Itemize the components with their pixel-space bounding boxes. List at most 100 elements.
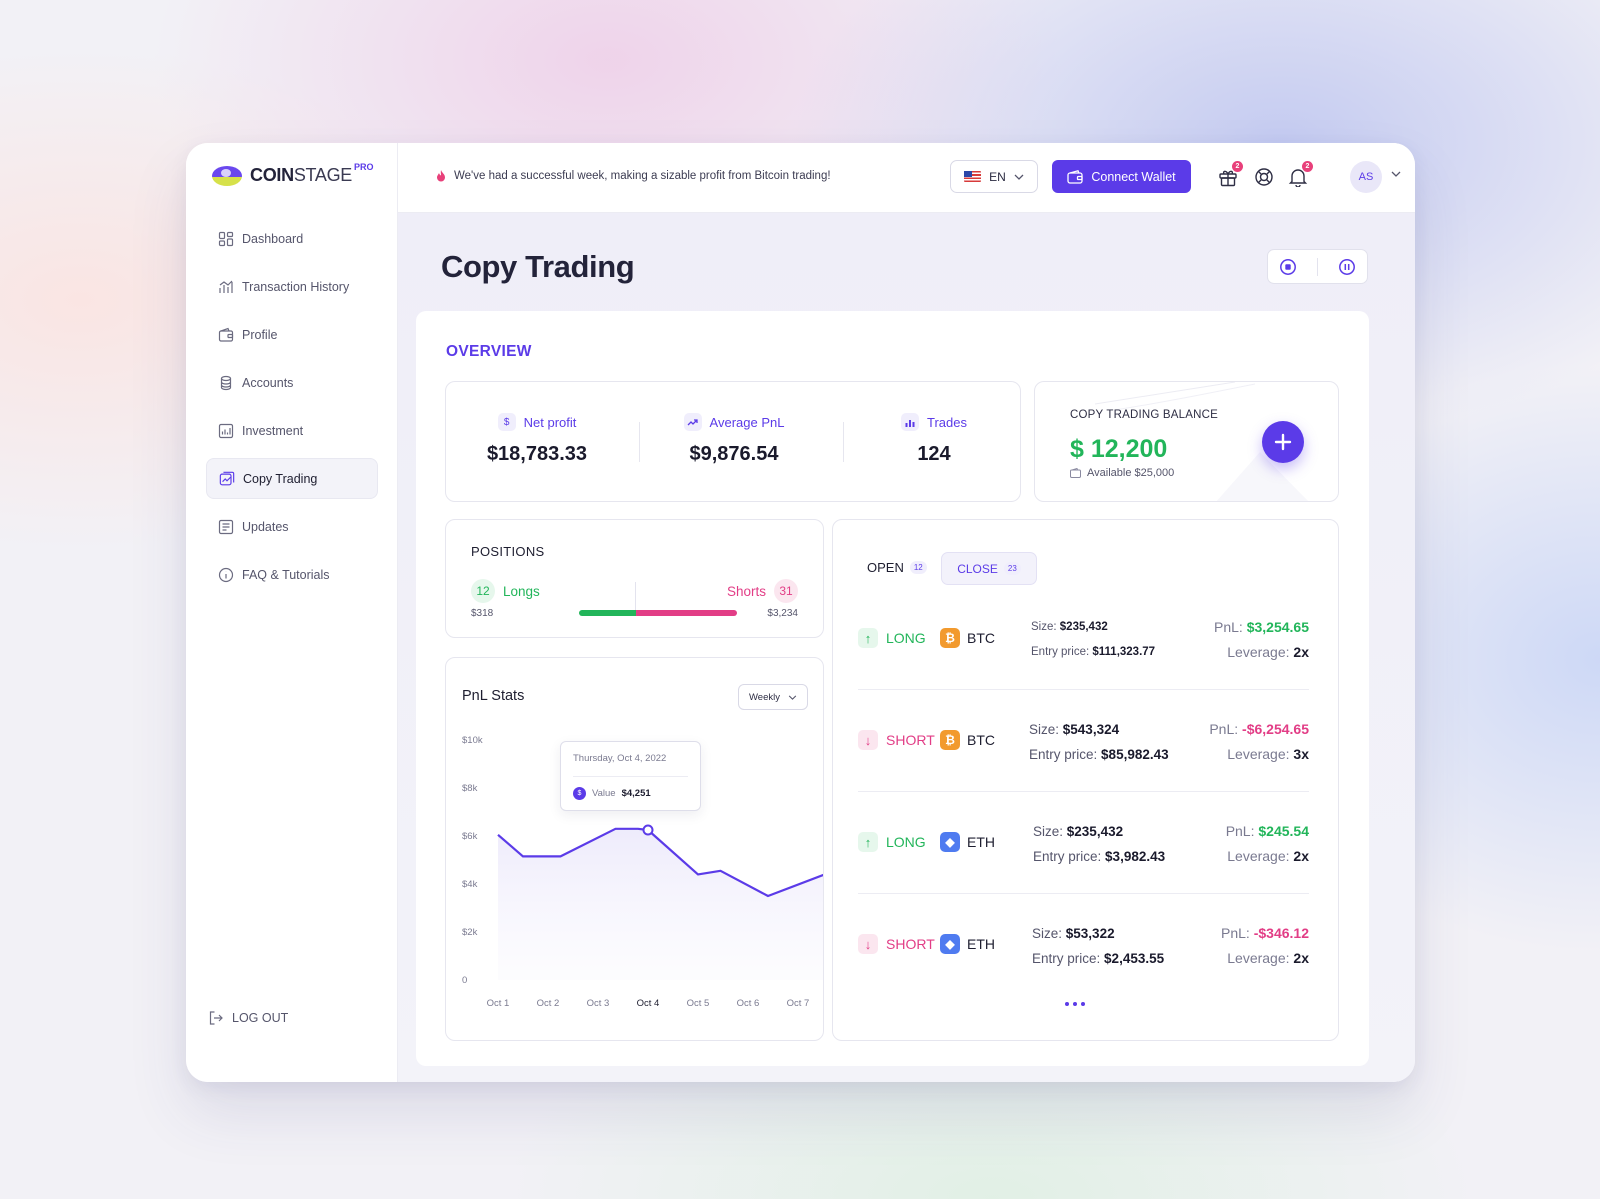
trade-row[interactable]: ↑ LONG ₿ BTC Size: $235,432 Entry price:…: [858, 588, 1309, 690]
average-pnl-stat: Average PnL $9,876.54: [644, 413, 824, 466]
available-balance-text: Available $25,000: [1087, 467, 1175, 479]
entry-label: Entry price:: [1029, 747, 1098, 762]
y-tick-label: $4k: [462, 879, 478, 890]
wallet-icon: [218, 327, 234, 343]
support-button[interactable]: [1252, 165, 1276, 189]
gift-button[interactable]: 2: [1216, 161, 1243, 189]
entry-label: Entry price:: [1032, 951, 1101, 966]
net-profit-label: Net profit: [523, 414, 577, 430]
longs-count: 12: [471, 579, 495, 603]
page-title: Copy Trading: [441, 249, 635, 284]
plus-icon: [1274, 433, 1292, 451]
direction-short: ↓ SHORT: [858, 730, 935, 750]
connect-wallet-button[interactable]: Connect Wallet: [1052, 160, 1191, 193]
sidebar-item-updates[interactable]: Updates: [206, 506, 378, 547]
pnl-label: PnL:: [1225, 823, 1255, 839]
account-chevron-down-icon[interactable]: [1391, 171, 1401, 177]
pnl-value: -$6,254.65: [1242, 721, 1309, 737]
sidebar-item-copy-trading[interactable]: Copy Trading: [206, 458, 378, 499]
tab-close[interactable]: CLOSE 23: [941, 552, 1037, 585]
leverage-value: 2x: [1293, 848, 1309, 864]
wallet-icon: [1067, 169, 1083, 184]
positions-panel: POSITIONS 12 Longs Shorts 31 $318 $3,234: [445, 519, 824, 638]
shorts-amount: $3,234: [767, 608, 798, 619]
x-tick-label: Oct 3: [587, 998, 610, 1009]
overview-heading: OVERVIEW: [446, 343, 532, 360]
coin: ◆ ETH: [940, 832, 995, 852]
leverage-value: 2x: [1293, 950, 1309, 966]
x-tick-label: Oct 7: [787, 998, 810, 1009]
positions-title: POSITIONS: [471, 544, 545, 559]
direction-short: ↓ SHORT: [858, 934, 935, 954]
bitcoin-icon: ₿: [940, 628, 960, 648]
sidebar-item-investment[interactable]: Investment: [206, 410, 378, 451]
sidebar-nav: Dashboard Transaction History Profile Ac…: [206, 218, 378, 602]
direction-long: ↑ LONG: [858, 628, 926, 648]
period-select[interactable]: Weekly: [738, 684, 808, 710]
pnl-block: PnL: $3,254.65 Leverage: 2x: [1214, 615, 1309, 665]
tooltip-label: Value: [592, 788, 616, 799]
longs-label: Longs: [503, 583, 540, 599]
sidebar: COINSTAGE PRO Dashboard Transaction Hist…: [186, 143, 398, 1082]
leverage-label: Leverage:: [1227, 644, 1290, 660]
sidebar-item-dashboard[interactable]: Dashboard: [206, 218, 378, 259]
stat-divider: [843, 422, 844, 462]
info-icon: [218, 567, 234, 583]
logo-coin-icon: [212, 165, 242, 186]
tab-open[interactable]: OPEN 12: [867, 560, 927, 575]
pnl-label: PnL:: [1214, 619, 1243, 635]
tab-open-label: OPEN: [867, 560, 904, 575]
x-tick-label: Oct 6: [737, 998, 760, 1009]
connect-wallet-label: Connect Wallet: [1091, 169, 1176, 184]
highlight-point: [642, 824, 654, 836]
announcement-text: We've had a successful week, making a si…: [454, 170, 831, 182]
pnl-block: PnL: -$6,254.65 Leverage: 3x: [1209, 717, 1309, 767]
announcement: We've had a successful week, making a si…: [436, 170, 831, 182]
sidebar-item-label: Copy Trading: [243, 471, 318, 486]
dollar-icon: $: [573, 787, 586, 800]
logout-icon: [208, 1010, 224, 1026]
tooltip-value: $4,251: [621, 788, 651, 799]
add-funds-button[interactable]: [1262, 421, 1304, 463]
trade-row[interactable]: ↑ LONG ◆ ETH Size: $235,432 Entry price:…: [858, 792, 1309, 894]
x-tick-label: Oct 5: [687, 998, 710, 1009]
sidebar-item-accounts[interactable]: Accounts: [206, 362, 378, 403]
brand-sub: STAGE: [293, 165, 352, 185]
stop-circle-icon: [1279, 258, 1296, 275]
y-tick-label: $10k: [462, 735, 483, 746]
pnl-label: PnL:: [1209, 721, 1239, 737]
pause-button[interactable]: [1337, 257, 1357, 277]
longs-summary: 12 Longs: [471, 579, 540, 603]
trades-value: 124: [917, 443, 951, 465]
logo[interactable]: COINSTAGE PRO: [212, 162, 374, 186]
stop-button[interactable]: [1278, 257, 1298, 277]
entry-value: $111,323.77: [1092, 646, 1156, 658]
sidebar-item-label: Updates: [242, 519, 289, 534]
trade-row[interactable]: ↓ SHORT ◆ ETH Size: $53,322 Entry price:…: [858, 894, 1309, 996]
size-label: Size:: [1029, 722, 1060, 737]
notifications-button[interactable]: 2: [1286, 161, 1313, 189]
leverage-label: Leverage:: [1227, 848, 1290, 864]
view-toggle: [1267, 249, 1368, 284]
sidebar-item-transaction-history[interactable]: Transaction History: [206, 266, 378, 307]
us-flag-icon: [964, 171, 982, 182]
arrow-up-icon: ↑: [858, 832, 878, 852]
language-selector[interactable]: EN: [950, 160, 1038, 193]
sidebar-item-profile[interactable]: Profile: [206, 314, 378, 355]
pnl-chart: 0 $2k $4k $6k $8k $10k Oct 1 Oct 2 Oct 3 Oct 4 Oct…: [462, 735, 823, 1009]
shorts-ratio-fill: [635, 610, 737, 616]
pnl-block: PnL: -$346.12 Leverage: 2x: [1221, 921, 1309, 971]
wallet-icon: [1070, 468, 1081, 478]
coin-symbol: ETH: [967, 936, 995, 952]
avatar[interactable]: AS: [1350, 161, 1382, 193]
balance-decoration: [1094, 382, 1309, 501]
size-value: $543,324: [1062, 722, 1120, 737]
size-value: $53,322: [1065, 926, 1115, 941]
sidebar-item-label: Transaction History: [242, 279, 350, 294]
more-dots-icon[interactable]: [1065, 1002, 1085, 1006]
positions-ratio-bar: [579, 610, 737, 616]
logout-button[interactable]: LOG OUT: [208, 1010, 288, 1026]
trade-row[interactable]: ↓ SHORT ₿ BTC Size: $543,324 Entry price…: [858, 690, 1309, 792]
entry-value: $85,982.43: [1101, 747, 1169, 762]
sidebar-item-faq[interactable]: FAQ & Tutorials: [206, 554, 378, 595]
